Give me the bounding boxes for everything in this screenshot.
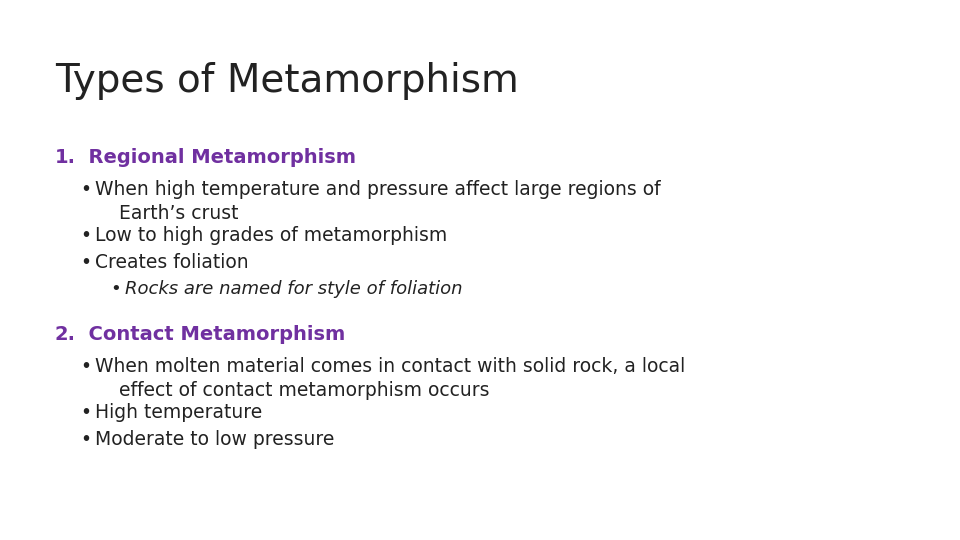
Text: Contact Metamorphism: Contact Metamorphism (75, 325, 346, 344)
Text: Creates foliation: Creates foliation (95, 253, 249, 272)
Text: 2.: 2. (55, 325, 76, 344)
Text: •: • (80, 430, 91, 449)
Text: Moderate to low pressure: Moderate to low pressure (95, 430, 334, 449)
Text: •: • (80, 226, 91, 245)
Text: When molten material comes in contact with solid rock, a local
    effect of con: When molten material comes in contact wi… (95, 357, 685, 400)
Text: •: • (110, 280, 121, 298)
Text: Low to high grades of metamorphism: Low to high grades of metamorphism (95, 226, 447, 245)
Text: 1.: 1. (55, 148, 76, 167)
Text: Rocks are named for style of foliation: Rocks are named for style of foliation (125, 280, 463, 298)
Text: When high temperature and pressure affect large regions of
    Earth’s crust: When high temperature and pressure affec… (95, 180, 660, 223)
Text: Types of Metamorphism: Types of Metamorphism (55, 62, 518, 100)
Text: •: • (80, 253, 91, 272)
Text: High temperature: High temperature (95, 403, 262, 422)
Text: •: • (80, 357, 91, 376)
Text: Regional Metamorphism: Regional Metamorphism (75, 148, 356, 167)
Text: •: • (80, 403, 91, 422)
Text: •: • (80, 180, 91, 199)
